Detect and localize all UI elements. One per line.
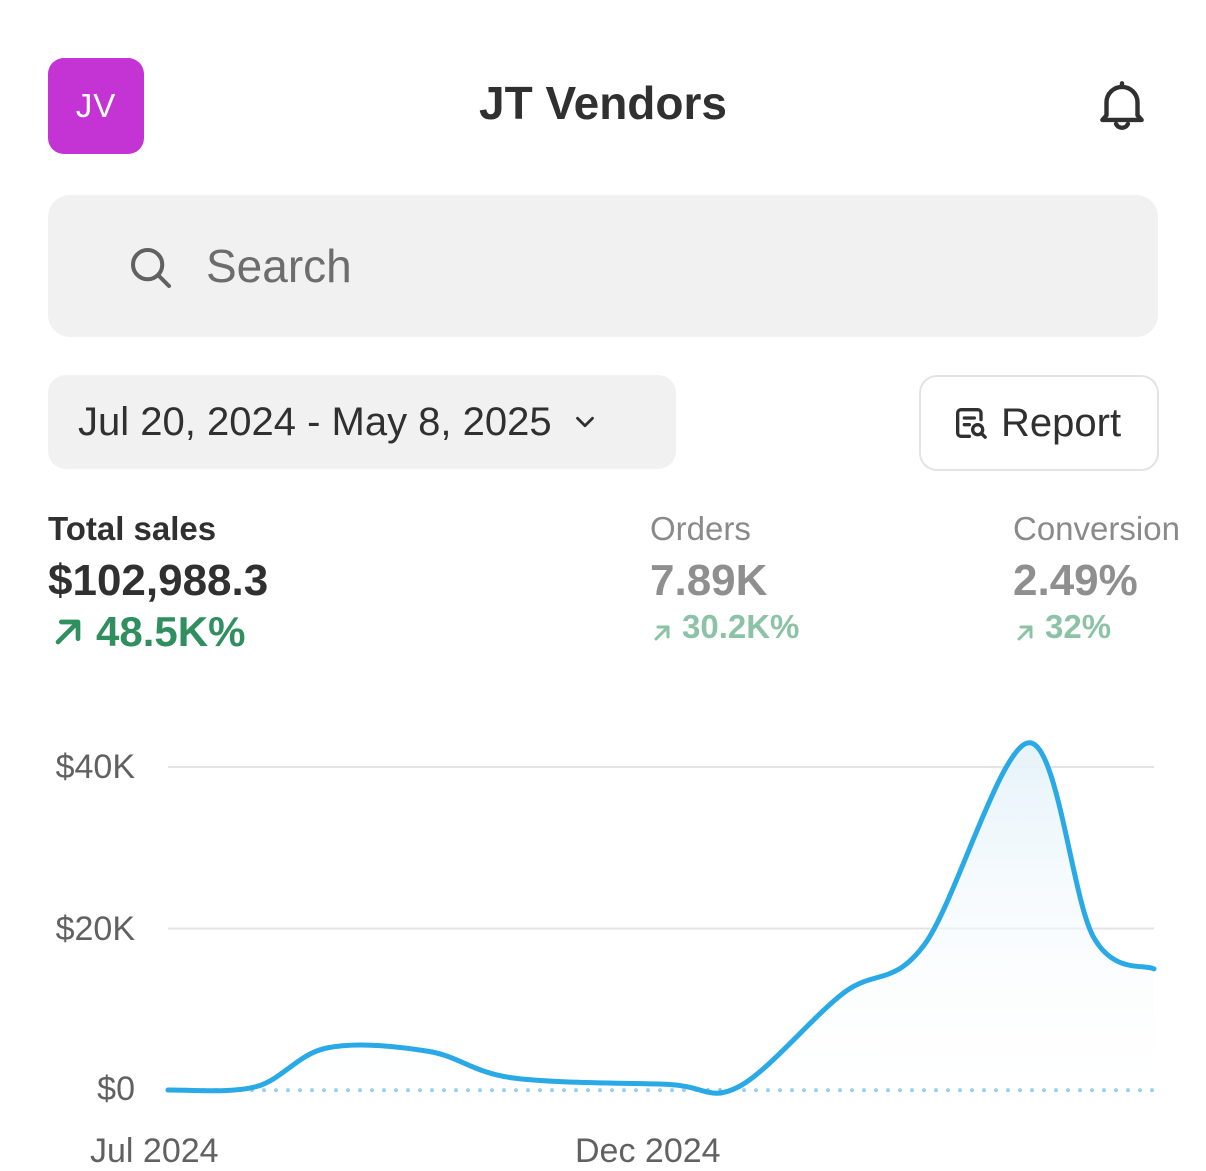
y-tick-label: $20K xyxy=(55,910,135,948)
metric-delta-value: 32% xyxy=(1045,608,1112,645)
arrow-up-right-icon xyxy=(1013,615,1037,641)
series-area xyxy=(168,742,1154,1094)
bell-icon[interactable] xyxy=(1089,72,1155,138)
metric-label: Total sales xyxy=(48,510,217,547)
chevron-down-icon xyxy=(570,407,600,437)
metric-value: 2.49% xyxy=(1013,556,1138,605)
store-avatar[interactable]: JV xyxy=(48,58,144,154)
metric-value: 7.89K xyxy=(650,556,768,605)
report-search-icon xyxy=(951,403,991,443)
metric-value: $102,988.3 xyxy=(48,556,269,605)
avatar-initials: JV xyxy=(75,87,117,124)
x-tick-label: Jul 2024 xyxy=(90,1132,219,1170)
metric-label: Orders xyxy=(650,510,751,547)
y-tick-label: $40K xyxy=(55,748,135,786)
x-tick-label: Dec 2024 xyxy=(575,1132,721,1170)
search-bar[interactable] xyxy=(48,195,1158,337)
report-label: Report xyxy=(1001,400,1122,445)
metric-delta: 48.5K% xyxy=(48,608,268,656)
metric-delta: 32% xyxy=(1013,608,1180,646)
search-icon xyxy=(124,241,178,295)
y-tick-label: $0 xyxy=(97,1070,135,1108)
metric-label: Conversion xyxy=(1013,510,1180,547)
metric-total-sales[interactable]: Total sales $102,988.3 48.5K% xyxy=(48,510,268,656)
metric-orders[interactable]: Orders 7.89K 30.2K% xyxy=(650,510,799,646)
arrow-up-right-icon xyxy=(48,612,88,652)
metric-conversion[interactable]: Conversion 2.49% 32% xyxy=(1013,510,1180,646)
report-button[interactable]: Report xyxy=(919,375,1159,471)
date-range-picker[interactable]: Jul 20, 2024 - May 8, 2025 xyxy=(48,375,676,469)
metric-delta-value: 48.5K% xyxy=(96,608,246,655)
chart-plot xyxy=(165,740,1157,1096)
app-header: JV JT Vendors xyxy=(0,0,1206,180)
page-title: JT Vendors xyxy=(479,77,727,129)
metric-delta-value: 30.2K% xyxy=(682,608,800,645)
series-line xyxy=(165,740,1157,1096)
metric-delta: 30.2K% xyxy=(650,608,799,646)
search-input[interactable] xyxy=(206,233,1106,299)
date-range-label: Jul 20, 2024 - May 8, 2025 xyxy=(78,399,552,444)
arrow-up-right-icon xyxy=(650,615,674,641)
sales-chart: $40K $20K $0 Jul 2024 Dec 2024 xyxy=(0,700,1206,1170)
